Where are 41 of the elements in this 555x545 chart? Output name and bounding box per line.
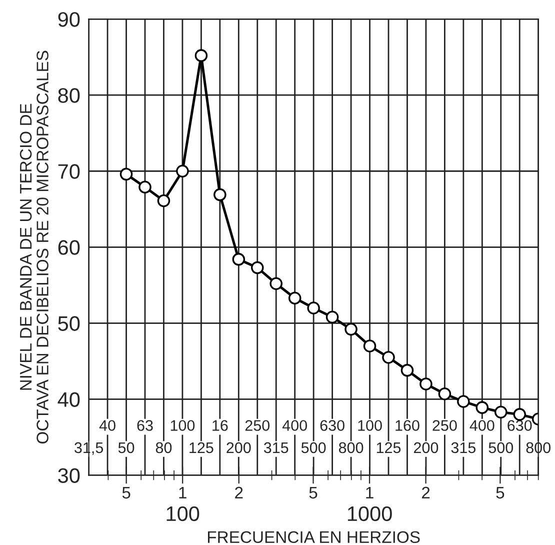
x-tick-label: 630 bbox=[508, 420, 532, 431]
x-tick-label: 200 bbox=[226, 442, 251, 454]
x-axis-title: FRECUENCIA EN HERZIOS bbox=[208, 531, 420, 544]
text: 2 bbox=[235, 486, 243, 498]
x-tick-label: 16 bbox=[212, 420, 228, 431]
text: 2 bbox=[422, 486, 430, 498]
x-tick-label: 125 bbox=[190, 442, 214, 454]
x-tick-label: 250 bbox=[245, 420, 270, 431]
x-tick-label: 50 bbox=[118, 442, 134, 454]
y-tick-label: 80 bbox=[58, 88, 80, 103]
x-tick-label: 400 bbox=[470, 420, 494, 431]
y-tick-label: 90 bbox=[58, 12, 80, 27]
x2-tick-label: 1000 bbox=[348, 506, 392, 522]
x-tick-label: 800 bbox=[338, 442, 364, 454]
y-tick-label: 60 bbox=[58, 240, 80, 255]
y-tick-label: 30 bbox=[58, 468, 80, 483]
text: 1 bbox=[366, 486, 374, 498]
x-tick-label: 315 bbox=[451, 442, 476, 454]
x-tick-label: 160 bbox=[396, 420, 420, 431]
text: 1 bbox=[179, 486, 186, 498]
x-tick-label: 100 bbox=[358, 420, 382, 431]
x-tick-label: 500 bbox=[301, 442, 326, 454]
x-tick-label: 100 bbox=[170, 420, 195, 431]
y-axis-title: NIVEL DE BANDA DE UN TERCIO DE OCTAVA EN DECIBELIOS RE 20 MICROPASCALES bbox=[20, 50, 48, 444]
x-tick-label: 125 bbox=[376, 442, 401, 454]
y-tick-label: 70 bbox=[58, 164, 80, 179]
text: 5 bbox=[309, 486, 318, 499]
text: 5 bbox=[496, 486, 504, 499]
x-tick-label: 200 bbox=[414, 442, 438, 454]
x-tick-label: 630 bbox=[320, 420, 344, 431]
y-tick-label: 40 bbox=[58, 392, 80, 407]
y-tick-label: 50 bbox=[58, 316, 80, 331]
x2-tick-label: 100 bbox=[166, 506, 200, 522]
x-tick-label: 500 bbox=[488, 442, 514, 454]
x-tick-label: 250 bbox=[432, 420, 457, 431]
x-tick-label: 400 bbox=[282, 420, 307, 431]
text: 5 bbox=[122, 486, 130, 499]
x-tick-label: 63 bbox=[137, 420, 153, 431]
x-tick-label: 315 bbox=[264, 442, 288, 454]
x-tick-label: 80 bbox=[156, 442, 172, 454]
x-tick-label: 40 bbox=[99, 420, 116, 431]
